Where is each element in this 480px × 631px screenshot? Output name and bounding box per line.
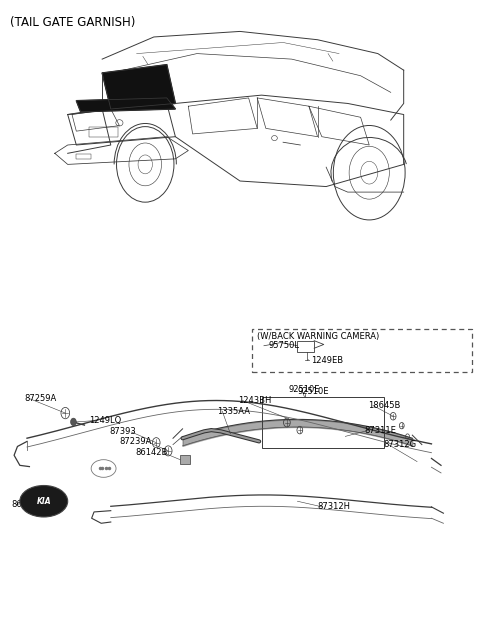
Text: 1249LQ: 1249LQ bbox=[89, 416, 121, 425]
Text: 87259A: 87259A bbox=[24, 394, 57, 403]
Text: 18645B: 18645B bbox=[368, 401, 401, 410]
Text: 1243BH: 1243BH bbox=[238, 396, 271, 405]
Text: 87393: 87393 bbox=[109, 427, 136, 437]
Text: 87311E: 87311E bbox=[364, 425, 396, 435]
Text: 86310T: 86310T bbox=[11, 500, 43, 509]
Bar bbox=[180, 455, 190, 464]
Text: 1249EB: 1249EB bbox=[311, 357, 343, 365]
Text: 1335AA: 1335AA bbox=[217, 407, 251, 416]
Text: (W/BACK WARNING CAMERA): (W/BACK WARNING CAMERA) bbox=[257, 332, 379, 341]
Text: 87312H: 87312H bbox=[318, 502, 350, 511]
Text: 86142B: 86142B bbox=[136, 448, 168, 457]
Text: 95750L: 95750L bbox=[269, 341, 300, 350]
Text: 87239A: 87239A bbox=[119, 437, 152, 446]
Bar bbox=[76, 154, 91, 159]
Bar bbox=[252, 329, 472, 372]
Polygon shape bbox=[102, 64, 175, 109]
Bar bbox=[262, 398, 384, 448]
Polygon shape bbox=[76, 98, 175, 112]
Bar bbox=[89, 127, 118, 137]
Ellipse shape bbox=[20, 485, 68, 517]
Text: 92510E: 92510E bbox=[298, 387, 329, 396]
Text: (TAIL GATE GARNISH): (TAIL GATE GARNISH) bbox=[10, 16, 136, 30]
Circle shape bbox=[71, 418, 76, 426]
Text: KIA: KIA bbox=[36, 497, 51, 505]
Text: 87312G: 87312G bbox=[384, 440, 417, 449]
Text: 92510E: 92510E bbox=[289, 385, 320, 394]
